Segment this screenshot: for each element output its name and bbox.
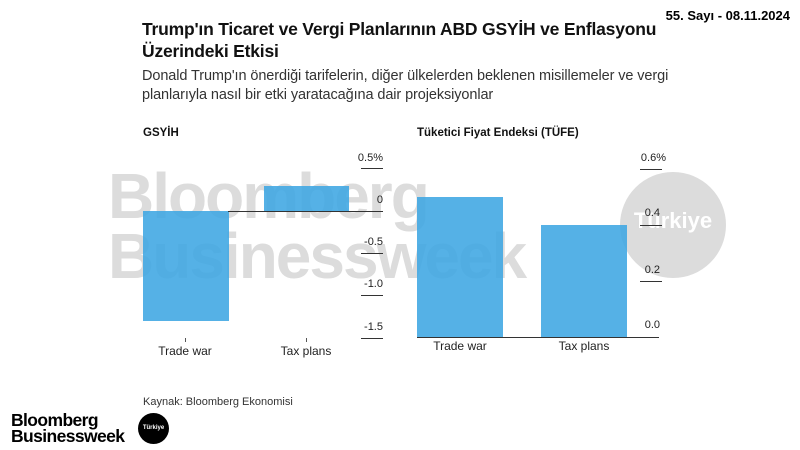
gdp-xlabel-tax-plans: Tax plans bbox=[280, 344, 332, 358]
cpi-xlabel-tax-plans: Tax plans bbox=[558, 339, 610, 353]
gdp-ytick-label: -1.0 bbox=[364, 278, 383, 290]
gdp-ytick-label: -0.5 bbox=[364, 236, 383, 248]
gdp-ytick bbox=[361, 338, 383, 339]
source-note: Kaynak: Bloomberg Ekonomisi bbox=[143, 396, 293, 408]
logo-line-1: Bloomberg bbox=[11, 410, 99, 430]
logo-line-2: Businessweek bbox=[11, 425, 125, 446]
gdp-ytick-label: -1.5 bbox=[364, 321, 383, 333]
cpi-xlabel-trade-war: Trade war bbox=[433, 339, 487, 353]
gdp-ytick-label: 0 bbox=[376, 194, 383, 206]
gdp-ytick bbox=[361, 295, 383, 296]
issue-date: 55. Sayı - 08.11.2024 bbox=[665, 8, 790, 23]
chart-title: Trump'ın Ticaret ve Vergi Planlarının AB… bbox=[142, 19, 657, 61]
gdp-zero-line bbox=[228, 211, 383, 212]
chart-subtitle: Donald Trump'ın önerdiği tarifelerin, di… bbox=[142, 68, 669, 103]
gdp-panel-title: GSYİH bbox=[143, 127, 179, 139]
gdp-ytick bbox=[361, 253, 383, 254]
watermark-badge-text: Türkiye bbox=[633, 208, 713, 233]
cpi-panel-title: Tüketici Fiyat Endeksi (TÜFE) bbox=[417, 127, 579, 139]
cpi-ytick-label: 0.2 bbox=[644, 264, 660, 276]
cpi-ytick-label: 0.4 bbox=[644, 207, 660, 219]
cpi-ytick bbox=[640, 169, 662, 170]
cpi-bar-tax-plans bbox=[541, 225, 627, 337]
cpi-ytick-label: 0.6% bbox=[640, 152, 666, 164]
gdp-ytick bbox=[361, 168, 383, 169]
gdp-xtick bbox=[185, 338, 186, 342]
bloomberg-businessweek-logo: Bloomberg Businessweek bbox=[11, 410, 125, 446]
cpi-ytick bbox=[640, 225, 662, 226]
gdp-bar-trade-war bbox=[143, 211, 229, 321]
gdp-xtick bbox=[306, 338, 307, 342]
cpi-baseline bbox=[417, 337, 659, 338]
turkiye-badge-icon: Türkiye bbox=[138, 413, 169, 444]
cpi-ytick-label: 0.0 bbox=[644, 319, 660, 331]
cpi-ytick bbox=[640, 281, 662, 282]
gdp-xlabel-trade-war: Trade war bbox=[158, 344, 212, 358]
cpi-bar-trade-war bbox=[417, 197, 503, 337]
gdp-bar-tax-plans bbox=[264, 186, 349, 211]
gdp-ytick-label: 0.5% bbox=[357, 152, 383, 164]
watermark-turkiye-badge: Türkiye bbox=[620, 172, 726, 278]
